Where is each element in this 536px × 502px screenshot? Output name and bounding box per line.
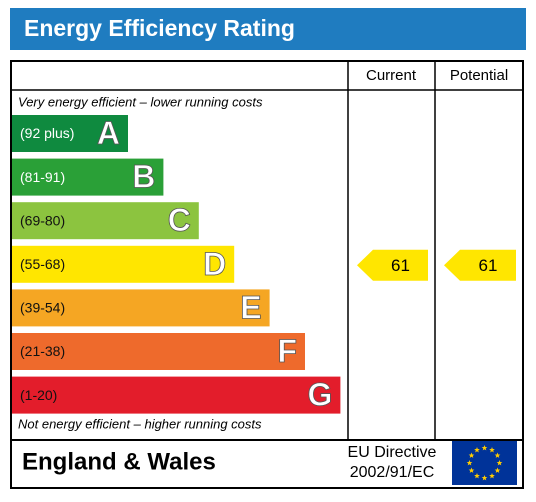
band-letter: B [132, 159, 155, 195]
rating-value: 61 [391, 256, 410, 275]
band [12, 376, 341, 414]
top-note: Very energy efficient – lower running co… [18, 94, 263, 109]
band-range: (55-68) [20, 256, 65, 272]
star [494, 452, 501, 458]
directive: EU Directive [348, 444, 437, 461]
title: Energy Efficiency Rating [24, 15, 295, 41]
band-range: (21-38) [20, 343, 65, 359]
band-letter: F [277, 333, 297, 369]
star [466, 460, 473, 466]
band-range: (39-54) [20, 300, 65, 316]
band-letter: G [308, 377, 333, 413]
eu-stars [466, 445, 503, 481]
band-letter: E [240, 289, 261, 325]
band-range: (1-20) [20, 387, 57, 403]
star [481, 475, 488, 481]
directive: 2002/91/EC [350, 464, 435, 481]
column-header: Current [366, 67, 417, 84]
star [489, 447, 495, 453]
star [474, 472, 480, 479]
band-range: (69-80) [20, 212, 65, 228]
region: England & Wales [22, 448, 216, 475]
star [474, 447, 480, 453]
rating-arrow [357, 249, 428, 281]
column-header: Potential [450, 67, 508, 84]
band [12, 333, 305, 370]
band [12, 202, 199, 240]
band [12, 289, 270, 327]
band-range: (81-91) [20, 169, 65, 185]
star [489, 472, 495, 479]
star [496, 460, 503, 466]
band-range: (92 plus) [20, 125, 74, 141]
star [494, 467, 501, 473]
bottom-note: Not energy efficient – higher running co… [18, 416, 262, 431]
band [12, 245, 235, 283]
band-letter: C [168, 202, 191, 238]
footer-box [10, 439, 524, 489]
band [12, 115, 128, 152]
rating-arrow [444, 249, 516, 281]
rating-value: 61 [479, 256, 498, 275]
star [468, 452, 475, 458]
star [468, 467, 475, 473]
band [12, 158, 164, 196]
band-letter: D [203, 246, 226, 282]
title-bar [10, 8, 526, 50]
star [481, 445, 488, 451]
band-letter: A [97, 115, 120, 151]
